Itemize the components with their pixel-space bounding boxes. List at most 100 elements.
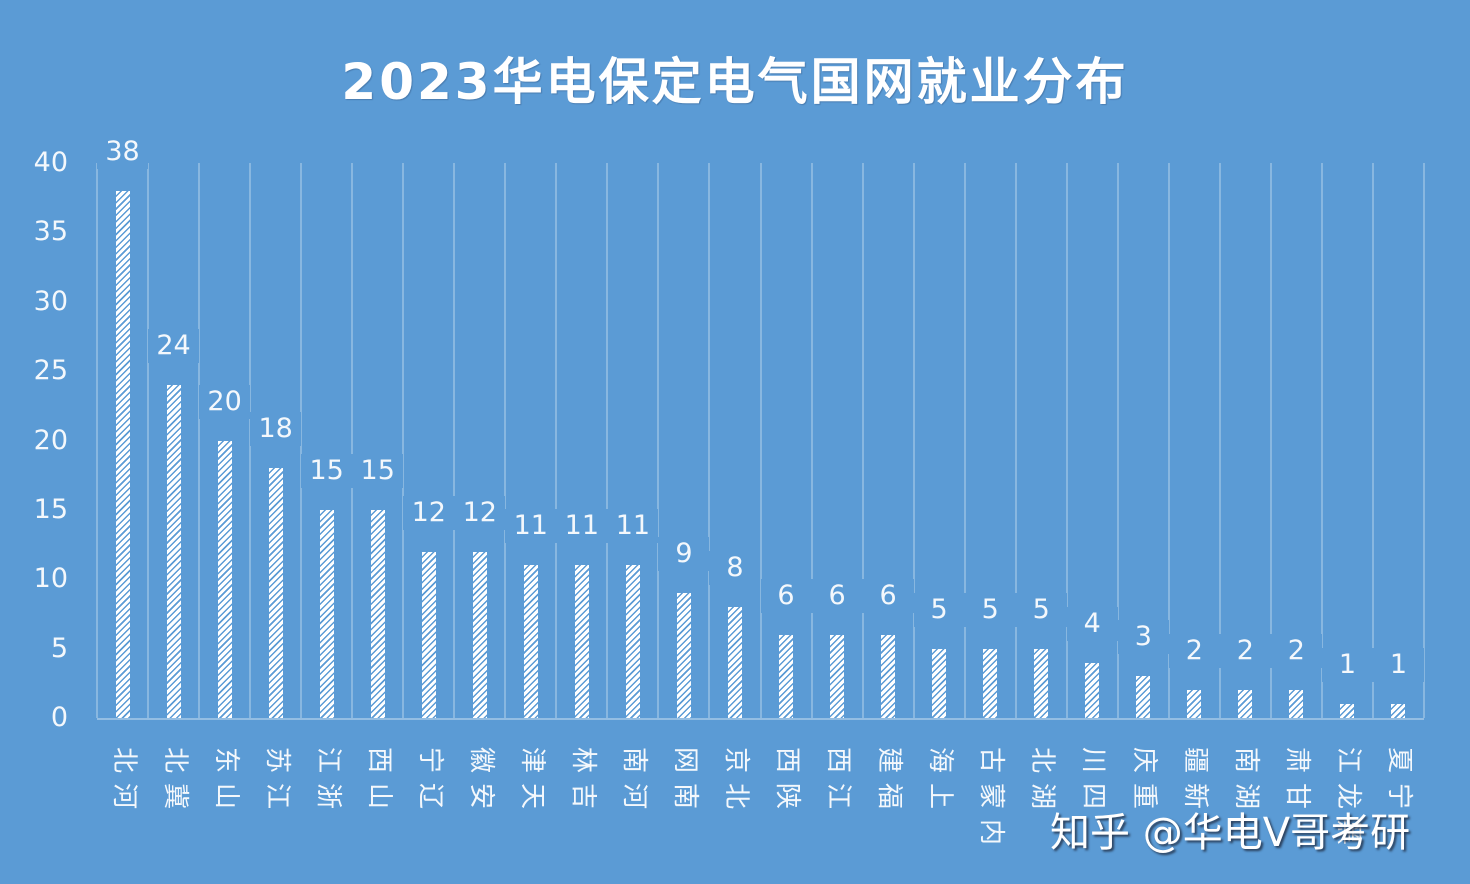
- category-label-char: 安: [465, 782, 496, 809]
- category-label-char: 疆: [1180, 746, 1211, 773]
- bar: [727, 607, 742, 718]
- bar: [1340, 704, 1355, 718]
- bar: [268, 468, 283, 718]
- bar: [676, 593, 691, 718]
- category-label-char: 河: [108, 782, 139, 809]
- category-label: 江浙: [301, 742, 352, 814]
- category-label-char: 建: [874, 746, 905, 773]
- gridline: [1065, 163, 1068, 718]
- bar: [166, 385, 181, 718]
- data-label: 5: [913, 592, 965, 627]
- gridline: [402, 163, 405, 718]
- category-label: 林吉: [556, 742, 607, 814]
- gridline: [1116, 163, 1119, 718]
- bar: [1085, 662, 1100, 718]
- category-label: 徽安: [454, 742, 505, 814]
- category-label: 宁辽: [403, 742, 454, 814]
- gridline: [606, 163, 609, 718]
- x-axis-line: [97, 718, 1424, 720]
- bar: [983, 648, 998, 718]
- category-label: 海上: [914, 742, 965, 814]
- category-label: 津天: [505, 742, 556, 814]
- category-label-char: 陕: [772, 782, 803, 809]
- category-label-char: 古: [976, 746, 1007, 773]
- category-label-char: 江: [312, 746, 343, 773]
- bar: [523, 565, 538, 718]
- gridline: [1014, 163, 1017, 718]
- category-label-char: 南: [1231, 746, 1262, 773]
- y-tick-label: 40: [33, 147, 68, 178]
- data-label: 6: [811, 578, 863, 613]
- gridline: [300, 163, 303, 718]
- category-label: 北河: [97, 742, 148, 814]
- bar: [574, 565, 589, 718]
- category-label: 西山: [352, 742, 403, 814]
- data-label: 15: [352, 453, 404, 488]
- category-label-char: 江: [1333, 746, 1364, 773]
- gridline: [963, 163, 966, 718]
- data-label: 8: [709, 551, 761, 585]
- category-label: 北冀: [148, 742, 199, 814]
- bar: [115, 190, 130, 718]
- gridline: [861, 163, 864, 718]
- data-label: 11: [505, 509, 557, 544]
- bar: [830, 634, 845, 718]
- category-label-char: 福: [874, 782, 905, 809]
- gridline: [147, 163, 150, 718]
- gridline: [759, 163, 762, 718]
- category-label-char: 川: [1078, 746, 1109, 773]
- category-label: 西江: [812, 742, 863, 814]
- category-label-char: 冀: [159, 782, 190, 809]
- category-label-char: 辽: [414, 782, 445, 809]
- category-label-char: 庆: [1129, 746, 1160, 773]
- gridline: [1320, 163, 1323, 718]
- category-label-char: 网: [669, 746, 700, 773]
- category-label-char: 林: [567, 746, 598, 773]
- category-label-char: 山: [363, 782, 394, 809]
- data-label: 12: [403, 495, 455, 530]
- chart-title: 2023华电保定电气国网就业分布: [341, 53, 1129, 111]
- category-label-char: 东: [210, 746, 241, 773]
- bar: [932, 648, 947, 718]
- category-label-char: 北: [1027, 746, 1058, 773]
- bar: [779, 634, 794, 718]
- category-label: 苏江: [250, 742, 301, 814]
- category-label-char: 苏: [261, 746, 292, 773]
- category-label: 西陕: [761, 742, 812, 814]
- bar: [217, 440, 232, 718]
- bar: [625, 565, 640, 718]
- gridline: [249, 163, 252, 718]
- category-label: 网南: [658, 742, 709, 814]
- bar: [319, 509, 334, 718]
- bar: [1034, 648, 1049, 718]
- data-label: 38: [97, 134, 149, 169]
- category-label-char: 北: [108, 746, 139, 773]
- data-label: 18: [250, 412, 302, 447]
- bar: [421, 551, 436, 718]
- category-label-char: 夏: [1384, 746, 1415, 773]
- gridline: [198, 163, 201, 718]
- category-label-char: 内: [976, 818, 1007, 845]
- gridline: [708, 163, 711, 718]
- category-label-char: 宁: [414, 746, 445, 773]
- y-tick-label: 30: [33, 285, 68, 317]
- data-label: 3: [1117, 620, 1169, 655]
- watermark: 知乎 @华电V哥考研: [1050, 810, 1411, 856]
- category-label-char: 海: [925, 746, 956, 773]
- gridline: [504, 163, 507, 718]
- gridline: [555, 163, 558, 718]
- y-tick-label: 10: [33, 563, 68, 595]
- gridline: [1167, 163, 1170, 718]
- category-label-char: 肃: [1282, 746, 1313, 773]
- category-label-char: 北: [720, 782, 751, 809]
- plot-area: [96, 163, 1425, 720]
- category-label-char: 西: [363, 746, 394, 773]
- y-tick-label: 20: [33, 424, 68, 456]
- category-label: 京北: [709, 742, 760, 814]
- gridline: [912, 163, 915, 718]
- gridline: [1423, 163, 1425, 718]
- data-label: 11: [607, 509, 659, 544]
- category-label-char: 吉: [567, 782, 598, 809]
- data-label: 2: [1270, 634, 1322, 669]
